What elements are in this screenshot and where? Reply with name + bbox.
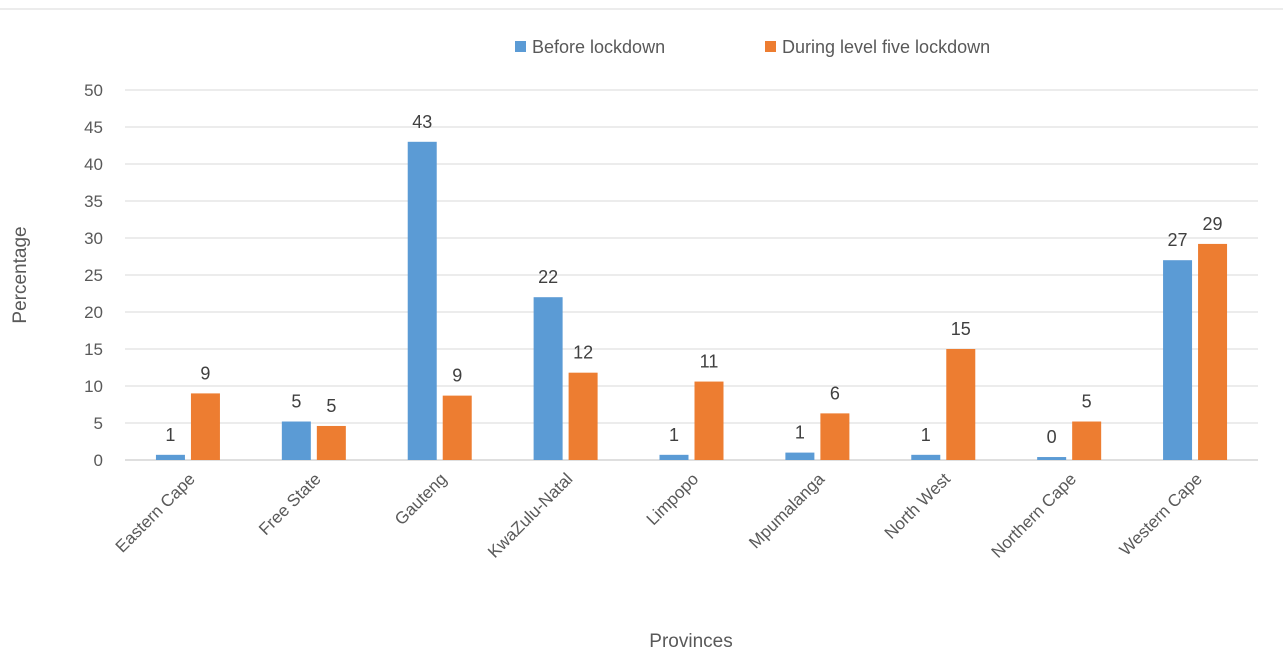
- data-label: 1: [921, 425, 931, 445]
- bars: [155, 141, 1228, 461]
- bar: [1198, 243, 1228, 460]
- x-tick-label: Free State: [255, 469, 325, 539]
- bar: [316, 425, 346, 460]
- bar: [568, 372, 598, 460]
- x-tick-label: North West: [881, 469, 955, 543]
- data-label: 1: [165, 425, 175, 445]
- y-tick-label: 15: [84, 340, 103, 359]
- data-label: 6: [830, 383, 840, 403]
- data-label: 0: [1047, 427, 1057, 447]
- data-label: 9: [452, 366, 462, 386]
- data-label: 5: [1082, 392, 1092, 412]
- legend: Before lockdown During level five lockdow…: [515, 37, 990, 57]
- bar: [694, 381, 724, 460]
- data-label: 11: [700, 352, 719, 372]
- data-label: 43: [412, 112, 432, 132]
- bar: [442, 395, 472, 460]
- y-tick-label: 40: [84, 155, 103, 174]
- y-tick-label: 30: [84, 229, 103, 248]
- x-tick-label: Gauteng: [391, 469, 451, 529]
- data-label: 1: [669, 425, 679, 445]
- x-axis-title: Provinces: [649, 631, 732, 652]
- bar: [659, 454, 689, 460]
- bar: [407, 141, 437, 461]
- data-label: 27: [1168, 230, 1188, 250]
- x-axis-categories: Eastern Cape Free State Gauteng KwaZulu-Nat…: [112, 469, 1206, 562]
- y-tick-label: 50: [84, 81, 103, 100]
- data-label: 9: [200, 363, 210, 383]
- data-label: 5: [291, 392, 301, 412]
- bar: [155, 454, 185, 460]
- bar: [1072, 421, 1102, 460]
- bar: [785, 452, 815, 460]
- y-tick-label: 35: [84, 192, 103, 211]
- bar: [533, 297, 563, 460]
- x-tick-label: Mpumalanga: [745, 469, 828, 552]
- bar: [946, 349, 976, 460]
- data-label: 22: [538, 267, 558, 287]
- x-tick-label: KwaZulu-Natal: [484, 469, 576, 561]
- legend-label: Before lockdown: [532, 37, 665, 57]
- bar: [911, 454, 941, 460]
- y-tick-label: 20: [84, 303, 103, 322]
- legend-label: During level five lockdown: [782, 37, 990, 57]
- x-tick-label: Northern Cape: [988, 469, 1080, 561]
- bar: [281, 421, 311, 460]
- bar: [190, 393, 220, 460]
- data-label: 12: [573, 343, 593, 363]
- data-label: 1: [795, 423, 805, 443]
- gridlines: [125, 89, 1258, 461]
- legend-swatch: [765, 41, 776, 52]
- y-axis-title: Percentage: [10, 226, 31, 323]
- y-tick-label: 10: [84, 377, 103, 396]
- y-tick-label: 45: [84, 118, 103, 137]
- bar: [1163, 260, 1193, 460]
- bar: [820, 413, 850, 460]
- y-tick-label: 0: [94, 451, 103, 470]
- legend-swatch: [515, 41, 526, 52]
- data-label: 5: [326, 396, 336, 416]
- x-tick-label: Eastern Cape: [112, 469, 199, 556]
- data-label: 29: [1203, 214, 1223, 234]
- x-tick-label: Limpopo: [643, 469, 703, 529]
- y-tick-label: 5: [94, 414, 103, 433]
- y-tick-label: 25: [84, 266, 103, 285]
- x-tick-label: Western Cape: [1116, 469, 1206, 559]
- y-axis-ticks: 0 5 10 15 20 25 30 35 40 45 50: [84, 81, 103, 470]
- data-label: 15: [951, 319, 971, 339]
- bar: [1037, 457, 1067, 460]
